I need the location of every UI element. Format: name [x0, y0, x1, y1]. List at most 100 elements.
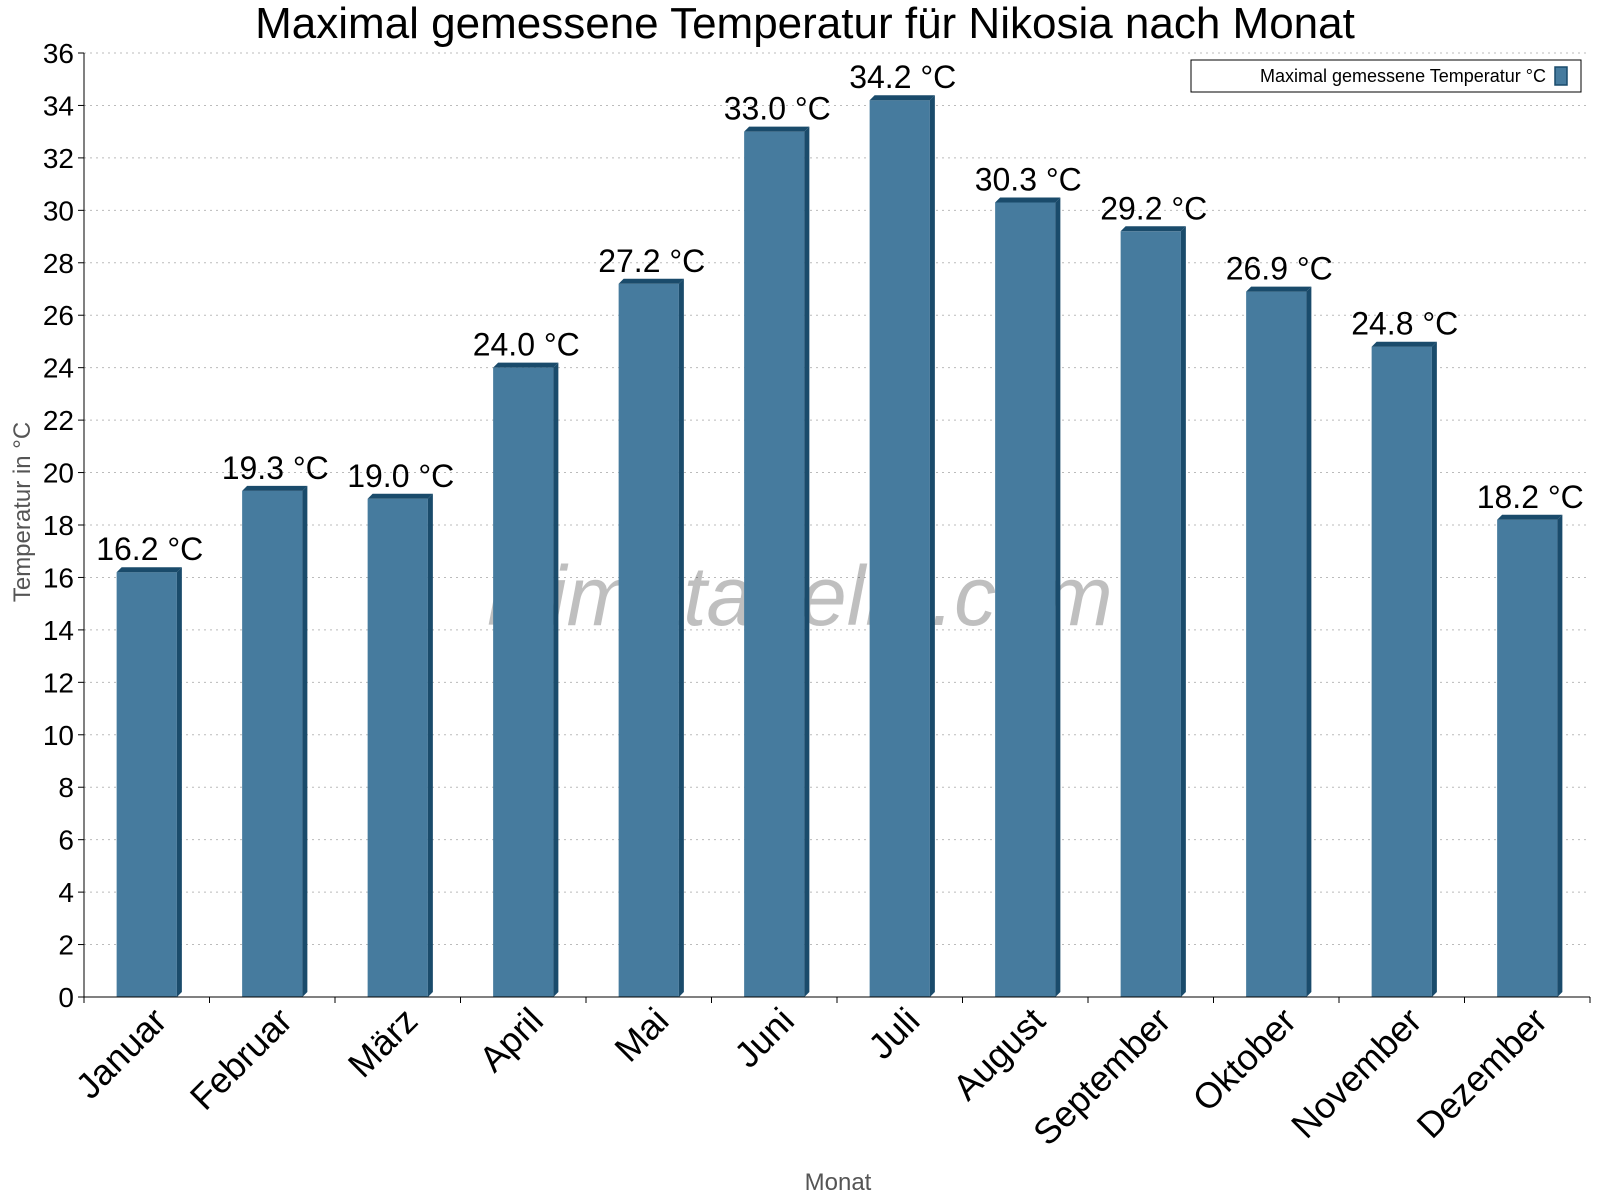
x-tick-label: November	[1283, 1000, 1429, 1146]
legend-swatch	[1554, 66, 1568, 86]
y-tick-label: 26	[43, 300, 74, 331]
bar-face	[744, 131, 805, 997]
value-label: 27.2 °C	[598, 243, 705, 279]
bar-face	[1120, 231, 1181, 998]
y-tick-label: 22	[43, 405, 74, 436]
y-tick-label: 16	[43, 562, 74, 593]
bar-side	[1180, 226, 1186, 998]
y-tick-label: 8	[58, 772, 74, 803]
x-tick-label: Januar	[68, 1000, 175, 1107]
bar-top	[493, 362, 559, 368]
bar-face	[493, 367, 554, 998]
bar-side	[804, 126, 810, 997]
legend-entry: Maximal gemessene Temperatur °C	[1260, 66, 1546, 86]
bar-top	[869, 95, 935, 101]
bar-face	[618, 283, 679, 997]
bar	[995, 197, 1061, 997]
bar	[1120, 226, 1186, 998]
y-tick-label: 12	[43, 667, 74, 698]
bar-top	[1246, 286, 1312, 292]
bar-side	[1557, 514, 1563, 997]
y-tick-label: 2	[58, 930, 74, 961]
bar-top	[1120, 226, 1186, 232]
bar-side	[1431, 341, 1437, 997]
legend-box	[1190, 59, 1582, 93]
x-tick-label: Juli	[860, 1000, 927, 1067]
bar-top	[242, 485, 308, 491]
y-tick-label: 28	[43, 248, 74, 279]
bar	[869, 95, 935, 997]
legend: Maximal gemessene Temperatur °C	[1190, 59, 1582, 93]
y-tick-label: 34	[43, 90, 74, 121]
bar-side	[678, 278, 684, 997]
value-label: 30.3 °C	[975, 161, 1082, 197]
y-tick-label: 4	[58, 877, 74, 908]
bar	[367, 493, 433, 997]
x-tick-label: September	[1025, 1000, 1179, 1154]
chart-title: Maximal gemessene Temperatur für Nikosia…	[255, 0, 1355, 48]
y-tick-label: 30	[43, 195, 74, 226]
bar-top	[1371, 341, 1437, 347]
value-label: 29.2 °C	[1100, 190, 1207, 226]
value-labels: 16.2 °C 19.3 °C 19.0 °C 24.0 °C 27.2 °C 33.0 …	[96, 59, 1584, 567]
value-label: 24.0 °C	[473, 327, 580, 363]
bar-top	[367, 493, 433, 499]
bar-side	[302, 485, 308, 997]
bar-face	[1497, 519, 1558, 997]
value-label: 34.2 °C	[849, 59, 956, 95]
bar-face	[869, 100, 930, 997]
bar	[493, 362, 559, 998]
y-axis-label: Temperatur in °C	[9, 422, 36, 602]
bar-face	[242, 490, 303, 997]
bar	[1497, 514, 1563, 997]
bar-top	[116, 567, 182, 573]
bar-face	[116, 572, 177, 997]
bar	[618, 278, 684, 997]
bar-face	[995, 202, 1056, 997]
bar-side	[176, 567, 182, 997]
bar-side	[553, 362, 559, 998]
y-tick-label: 36	[43, 38, 74, 69]
y-tick-label: 10	[43, 720, 74, 751]
bar-top	[995, 197, 1061, 203]
y-tick-label: 6	[58, 825, 74, 856]
bar-group	[116, 95, 1563, 998]
x-tick-labels: Januar Februar März April Mai Juni Juli AugustS…	[68, 997, 1591, 1154]
x-axis-label: Monat	[805, 1169, 872, 1196]
axes	[83, 53, 1590, 998]
y-tick-label: 18	[43, 510, 74, 541]
x-tick-label: Oktober	[1184, 1000, 1304, 1120]
y-tick-label: 24	[43, 353, 74, 384]
bar	[1371, 341, 1437, 997]
x-tick-label: April	[471, 1000, 551, 1080]
x-tick-label: Dezember	[1408, 1000, 1554, 1146]
x-tick-label: Mai	[606, 1000, 676, 1070]
bar-side	[929, 95, 935, 997]
bar-top	[744, 126, 810, 132]
bar-face	[1246, 291, 1307, 998]
value-label: 19.0 °C	[347, 458, 454, 494]
grid-lines	[84, 52, 1590, 946]
y-tick-label: 0	[58, 982, 74, 1013]
value-label: 18.2 °C	[1477, 479, 1584, 515]
value-label: 24.8 °C	[1351, 306, 1458, 342]
bar	[242, 485, 308, 997]
x-tick-label: Februar	[182, 1000, 300, 1118]
bar-side	[427, 493, 433, 997]
x-tick-label: August	[945, 1000, 1053, 1108]
bar	[744, 126, 810, 997]
value-label: 16.2 °C	[96, 531, 203, 567]
bar-side	[1306, 286, 1312, 998]
value-label: 19.3 °C	[222, 450, 329, 486]
y-tick-label: 32	[43, 143, 74, 174]
y-tick-label: 20	[43, 458, 74, 489]
value-label: 33.0 °C	[724, 91, 831, 127]
bar-face	[367, 498, 428, 997]
bar-top	[618, 278, 684, 284]
bar-top	[1497, 514, 1563, 520]
x-tick-label: März	[340, 1000, 426, 1086]
bar-side	[1055, 197, 1061, 997]
bar-face	[1371, 346, 1432, 997]
